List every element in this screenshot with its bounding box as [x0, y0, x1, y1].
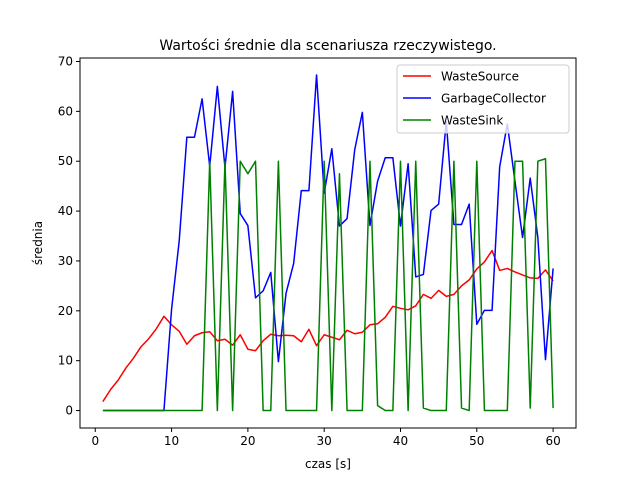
x-tick-label: 60 — [545, 434, 560, 448]
y-tick-label: 10 — [58, 354, 73, 368]
x-tick-label: 0 — [91, 434, 99, 448]
series-line-garbagecollector — [102, 74, 554, 412]
series-line-wastesink — [102, 157, 554, 412]
x-axis-label: czas [s] — [305, 457, 351, 471]
plot-frame — [79, 57, 577, 429]
y-tick-label: 30 — [58, 254, 73, 268]
legend: WasteSource GarbageCollector WasteSink — [396, 64, 570, 134]
x-tick-label: 50 — [469, 434, 484, 448]
series-layer — [102, 74, 554, 412]
y-tick-label: 0 — [65, 404, 73, 418]
y-tick-label: 40 — [58, 204, 73, 218]
y-tick-label: 70 — [58, 54, 73, 68]
x-tick-label: 40 — [393, 434, 408, 448]
legend-label: GarbageCollector — [441, 92, 546, 106]
x-tick-label: 10 — [164, 434, 179, 448]
legend-box — [396, 64, 570, 134]
y-tick-label: 60 — [58, 104, 73, 118]
y-axis-label: średnia — [31, 221, 45, 265]
series-line-wastesource — [102, 249, 554, 402]
y-tick-label: 50 — [58, 154, 73, 168]
chart-title: Wartości średnie dla scenariusza rzeczyw… — [159, 38, 496, 54]
x-tick-label: 20 — [240, 434, 255, 448]
x-axis-ticks: 0 10 20 30 40 50 60 — [91, 428, 561, 448]
y-axis-ticks: 0 10 20 30 40 50 60 70 — [58, 54, 80, 418]
x-tick-label: 30 — [317, 434, 332, 448]
legend-label: WasteSink — [441, 114, 503, 128]
legend-label: WasteSource — [441, 70, 519, 84]
y-tick-label: 20 — [58, 304, 73, 318]
